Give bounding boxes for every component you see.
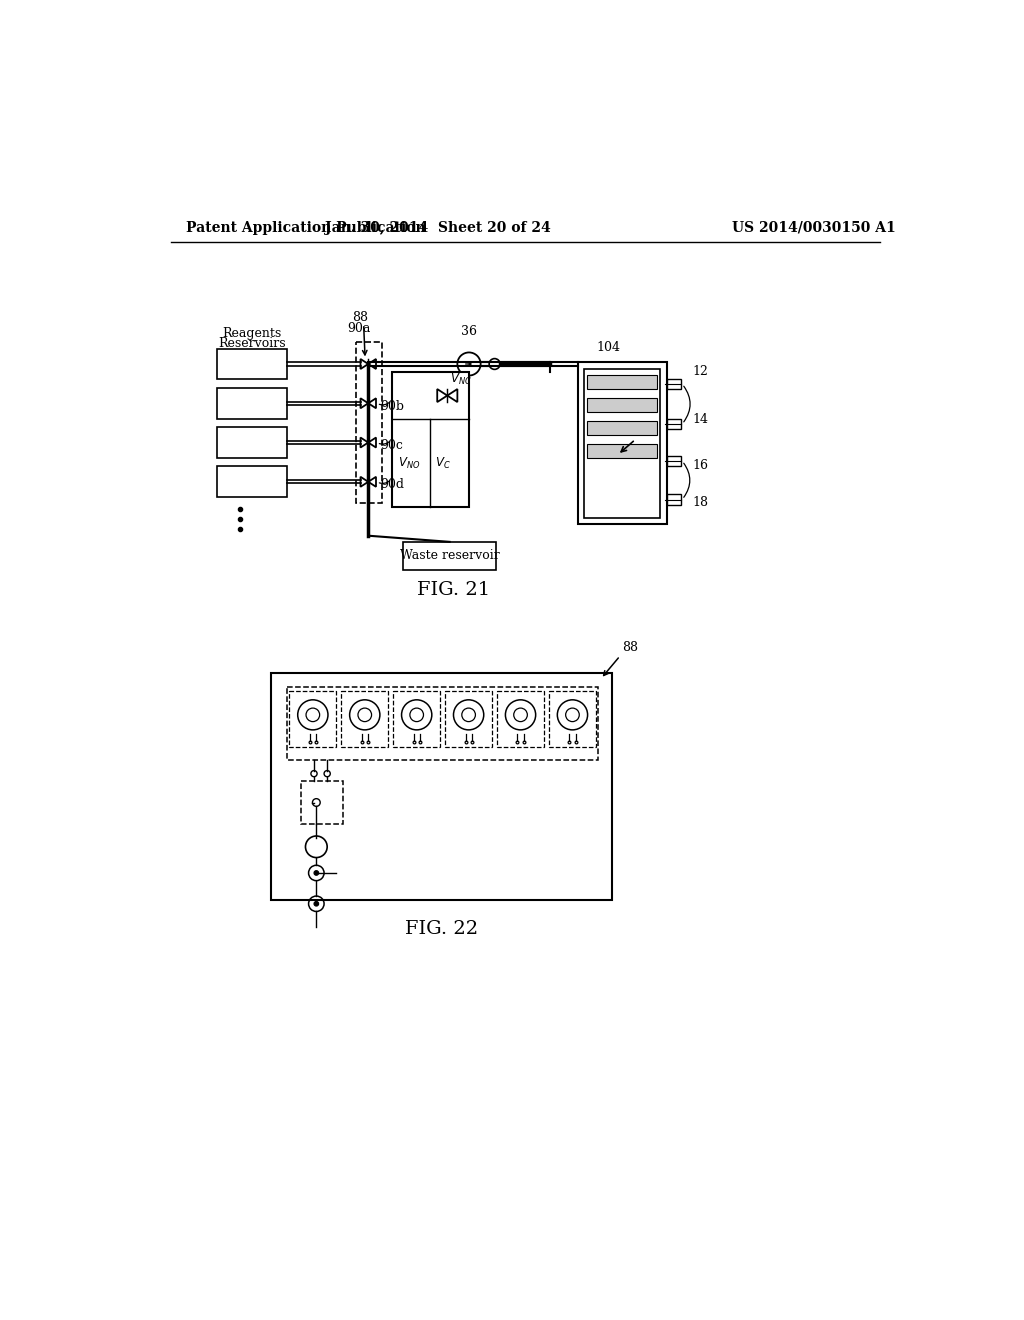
- Text: Jan. 30, 2014  Sheet 20 of 24: Jan. 30, 2014 Sheet 20 of 24: [326, 220, 551, 235]
- Text: 90a: 90a: [347, 322, 371, 335]
- Circle shape: [314, 871, 318, 875]
- FancyBboxPatch shape: [217, 348, 287, 379]
- FancyBboxPatch shape: [667, 418, 681, 429]
- Text: US 2014/0030150 A1: US 2014/0030150 A1: [732, 220, 896, 235]
- FancyBboxPatch shape: [217, 428, 287, 458]
- Text: Reagents: Reagents: [222, 327, 282, 341]
- Text: 90b: 90b: [381, 400, 404, 413]
- Text: Waste reservoir: Waste reservoir: [399, 549, 500, 562]
- FancyBboxPatch shape: [578, 363, 667, 524]
- FancyBboxPatch shape: [217, 466, 287, 498]
- Text: 88: 88: [352, 312, 369, 325]
- FancyBboxPatch shape: [667, 379, 681, 389]
- Text: 36: 36: [461, 325, 477, 338]
- Text: 88: 88: [622, 642, 638, 655]
- FancyBboxPatch shape: [587, 397, 657, 412]
- Text: 104: 104: [597, 341, 621, 354]
- Text: 90d: 90d: [381, 478, 404, 491]
- FancyBboxPatch shape: [667, 455, 681, 466]
- FancyBboxPatch shape: [587, 375, 657, 388]
- FancyBboxPatch shape: [667, 494, 681, 506]
- Circle shape: [314, 902, 318, 906]
- Text: 18: 18: [692, 496, 709, 508]
- FancyBboxPatch shape: [584, 368, 660, 517]
- FancyBboxPatch shape: [391, 372, 469, 507]
- Text: Patent Application Publication: Patent Application Publication: [186, 220, 426, 235]
- Text: $V_{NO}$: $V_{NO}$: [397, 455, 420, 471]
- FancyBboxPatch shape: [271, 673, 612, 900]
- Text: FIG. 21: FIG. 21: [417, 581, 490, 598]
- Text: 90c: 90c: [381, 440, 403, 453]
- Text: Reservoirs: Reservoirs: [218, 338, 286, 351]
- Text: 12: 12: [692, 364, 708, 378]
- FancyBboxPatch shape: [217, 388, 287, 418]
- Text: $V_C$: $V_C$: [435, 455, 451, 471]
- FancyBboxPatch shape: [587, 444, 657, 458]
- FancyBboxPatch shape: [587, 421, 657, 434]
- Text: FIG. 22: FIG. 22: [406, 920, 478, 939]
- Text: 16: 16: [692, 459, 709, 471]
- FancyBboxPatch shape: [403, 543, 496, 570]
- Text: 14: 14: [692, 413, 709, 425]
- Text: $V_{NC}$: $V_{NC}$: [451, 371, 472, 387]
